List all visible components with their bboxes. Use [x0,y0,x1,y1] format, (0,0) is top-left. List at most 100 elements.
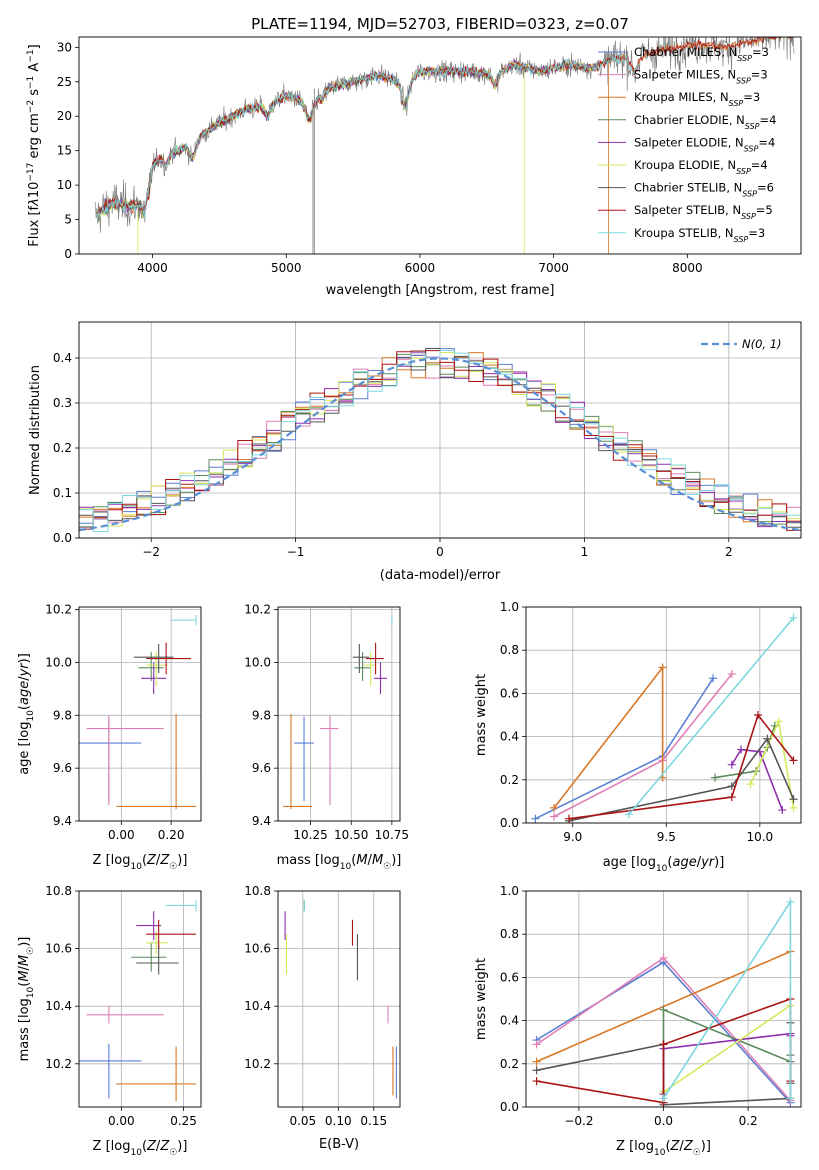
legend-entry: Kroupa MILES, NSSP=3 [634,90,760,108]
y-tick-label: 0.4 [500,730,519,744]
age_vs_mass-axes: 10.25 10.50 10.75 9.4 9.6 9.8 10.0 10.2 mass [lo… [244,603,409,872]
errorbar-point [116,1046,197,1102]
y-tick-label: 10.4 [45,999,72,1013]
weight-marker [789,795,798,804]
weight-line [662,899,792,1099]
y-tick-label: 0.1 [53,486,72,500]
errorbar-point [141,662,167,695]
errorbar-point [166,899,197,912]
weight-marker [727,793,736,802]
axis-label: Z [log10(Z/Z☉)] [93,853,188,872]
y-axis-label: Flux [fλ10−17 erg cm−2 s−1 A−1] [26,44,42,246]
y-tick-label: 10.8 [45,884,72,898]
x-tick-label: 1 [581,545,589,559]
axes-frame [277,890,401,1108]
x-tick-label: 2 [725,545,733,559]
spectrum-legend: Chabrier MILES, NSSP=3 Salpeter MILES, NS… [598,45,776,243]
weight-marker [532,1066,541,1075]
x-tick-label: 0 [436,545,444,559]
weight-line [663,1004,791,1093]
y-tick-label: 1.0 [500,600,519,614]
x-tick-label: 0.25 [170,1114,197,1128]
errorbar-point [131,942,167,972]
x-tick-label: −1 [287,545,305,559]
weight-marker [786,1094,795,1103]
x-tick-label: 0.00 [108,828,135,842]
age_vs_Z-axes: 0.00 0.20 9.4 9.6 9.8 10.0 10.2 Z [log10(Z/Z☉)]… [17,603,202,872]
x-tick-label: 0.0 [654,1114,673,1128]
axes-frame [78,606,202,822]
weight-line [731,748,784,811]
weight-marker [789,756,798,765]
age_vs_Z-plot-area [79,614,197,810]
weight-marker [737,745,746,754]
x-tick-label: 6000 [405,261,436,275]
errorbar-point [79,1043,142,1099]
x-tick-label: 0.15 [360,1114,387,1128]
y-tick-label: 0.0 [500,1100,519,1114]
weight-line [568,713,795,820]
errorbar-point [136,911,162,940]
residuals-axes: −2 −1 0 1 2 0.0 0.1 0.2 0.3 0.4 N(0, 1) (data-model… [28,321,802,583]
y-tick-label: 10.6 [244,942,271,956]
y-tick-label: 10.0 [244,655,271,669]
axis-label: mass [log10(M/M☉)] [277,853,402,872]
weight-marker [565,814,574,823]
x-tick-label: 10.50 [334,828,368,842]
y-tick-label: 9.8 [53,708,72,722]
weight-marker [774,717,783,726]
histogram-chabrier-stelib [79,348,801,528]
y-tick-label: 30 [57,40,72,54]
weight-marker [532,1057,541,1066]
errorbar-point [146,931,169,955]
weight-line [749,718,795,809]
y-tick-label: 0 [64,247,72,261]
weight-marker [659,1040,668,1049]
spectrum-axes: 4000 5000 6000 7000 8000 0 5 10 15 20 25 30 waveleng… [26,36,802,298]
x-tick-label: 0.05 [289,1114,316,1128]
errorbar-point [146,919,197,949]
errorbar-point [294,716,314,802]
legend-entry: Kroupa ELODIE, NSSP=4 [634,158,768,176]
y-tick-label: 10.2 [244,1057,271,1071]
weight_vs_age-plot-area [531,613,798,823]
y-tick-label: 0.0 [500,816,519,830]
weight-marker [658,663,667,672]
mass_vs_Z-axes: 0.00 0.25 10.2 10.4 10.6 10.8 Z [log10(Z/Z☉)] m… [17,884,202,1158]
errorbar-point [373,662,387,695]
y-tick-label: 10.2 [45,603,72,617]
axis-label: Z [log10(Z/Z☉)] [616,1139,711,1158]
errorbar-point [320,715,339,806]
mass_vs_Z-plot-area [79,899,197,1102]
y-tick-label: 0.4 [53,351,72,365]
errorbar-point [86,715,164,806]
weight-marker [746,780,755,789]
weight_vs_Z-axes: −0.2 0.0 0.2 0.0 0.2 0.4 0.6 0.8 1.0 Z [log10(Z/Z… [474,884,802,1158]
y-tick-label: 0.6 [500,970,519,984]
y-tick-label: 0.3 [53,396,72,410]
legend-entry: Chabrier STELIB, NSSP=6 [634,181,774,199]
weight-marker [550,803,559,812]
y-tick-label: 1.0 [500,884,519,898]
legend-entry: N(0, 1) [742,337,782,351]
y-tick-label: 10.8 [244,884,271,898]
weight-marker [710,773,719,782]
y-tick-label: 20 [57,109,72,123]
weight-marker [778,806,787,815]
legend-entry: Chabrier MILES, NSSP=3 [634,45,769,63]
y-tick-label: 9.4 [252,814,271,828]
weight-marker [532,1077,541,1086]
axis-label: (data-model)/error [380,568,501,583]
y-tick-label: 9.6 [53,761,72,775]
weight-marker [550,812,559,821]
legend-entry: Salpeter ELODIE, NSSP=4 [634,135,775,153]
model-line-kroupa-stelib [95,54,640,219]
y-tick-label: 10 [57,178,72,192]
y-tick-label: 9.4 [53,814,72,828]
axis-label: age [log10(age/yr)] [603,855,725,874]
axis-label: wavelength [Angstrom, rest frame] [326,283,555,298]
errorbar-point [365,642,384,675]
legend-entry: Salpeter MILES, NSSP=3 [634,68,768,86]
y-tick-label: 9.8 [252,708,271,722]
